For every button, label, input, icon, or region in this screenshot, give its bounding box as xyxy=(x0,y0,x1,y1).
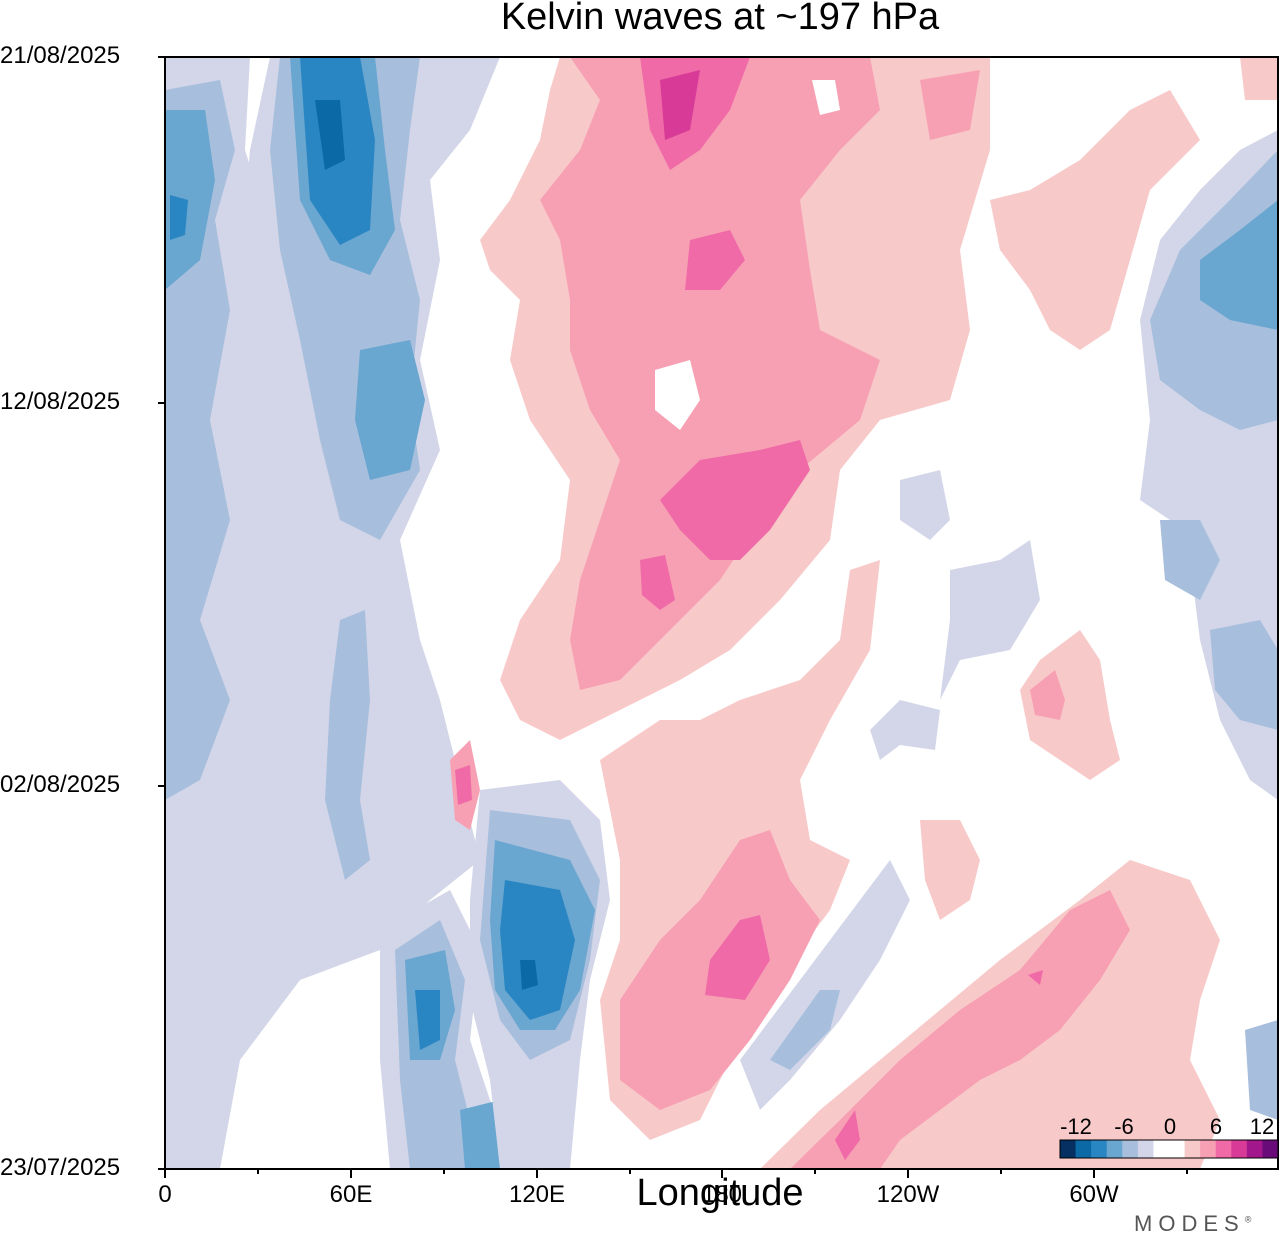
colorbar-swatch xyxy=(1137,1140,1154,1158)
colorbar-swatch xyxy=(1106,1140,1123,1158)
colorbar-swatch xyxy=(1153,1140,1170,1158)
colorbar-swatch xyxy=(1075,1140,1092,1158)
colorbar-swatch xyxy=(1246,1140,1263,1158)
anomaly-field xyxy=(165,57,1278,1169)
colorbar-tick-label: -6 xyxy=(1114,1114,1134,1139)
neg-region-100e-4 xyxy=(415,990,440,1050)
colorbar-swatch xyxy=(1091,1140,1108,1158)
colorbar-swatch xyxy=(1215,1140,1232,1158)
x-tick-label: 180 xyxy=(701,1181,743,1208)
y-tick-label: 21/08/2025 xyxy=(0,42,121,69)
colorbar-swatch xyxy=(1060,1140,1077,1158)
pos-region-main-6 xyxy=(640,555,675,610)
chart-title: Kelvin waves at ~197 hPa xyxy=(500,0,940,38)
pos-region-east-low-2 xyxy=(790,890,1130,1169)
pos-region-east-low-4 xyxy=(1028,970,1043,985)
colorbar-tick-label: 12 xyxy=(1249,1114,1275,1139)
neg-region-west-3 xyxy=(165,110,215,290)
pos-region-west-edge xyxy=(1240,57,1278,100)
y-tick-label: 23/07/2025 xyxy=(0,1154,121,1181)
neg-region-110w xyxy=(940,540,1040,700)
x-axis-label: Longitude xyxy=(636,1172,804,1214)
pos-region-west-edge-2 xyxy=(920,70,980,140)
colorbar xyxy=(1059,1139,1279,1159)
pos-region-main-4 xyxy=(685,230,745,290)
y-tick-label: 12/08/2025 xyxy=(0,388,121,415)
colorbar-tick-label: -12 xyxy=(1060,1114,1092,1139)
x-tick-label: 60W xyxy=(1069,1181,1119,1208)
brand-mark: ® xyxy=(1244,1214,1252,1225)
neg-region-east-edge-5 xyxy=(1210,620,1278,730)
neg-region-west-4 xyxy=(170,195,188,240)
neg-region-east-edge-3 xyxy=(1200,200,1278,330)
pos-region-20w xyxy=(990,90,1200,350)
neg-region-120e-4 xyxy=(500,880,575,1020)
x-tick-label: 0 xyxy=(158,1181,172,1208)
colorbar-swatch xyxy=(1200,1140,1217,1158)
pos-region-mid-3 xyxy=(705,915,770,1000)
y-ticks xyxy=(158,56,165,1170)
x-tick-label: 120W xyxy=(876,1181,940,1208)
y-tick-label: 02/08/2025 xyxy=(0,771,121,798)
colorbar-swatch xyxy=(1184,1140,1201,1158)
neg-region-east-edge-4 xyxy=(1160,520,1220,600)
neg-region-90e-2 xyxy=(325,610,370,880)
neg-region-110w-2 xyxy=(870,700,940,760)
x-tick-label: 120E xyxy=(508,1181,566,1208)
colorbar-frame xyxy=(1059,1139,1279,1159)
colorbar-tick-label: 6 xyxy=(1209,1114,1223,1139)
brand-text: MODES xyxy=(1134,1211,1245,1236)
pos-region-main-7 xyxy=(660,70,700,140)
pos-region-20w-mid-2 xyxy=(1030,670,1065,720)
x-tick-label: 60E xyxy=(329,1181,373,1208)
colorbar-tick-label: 0 xyxy=(1163,1114,1177,1139)
pos-region-main-5 xyxy=(660,440,810,560)
colorbar-swatch xyxy=(1231,1140,1248,1158)
neg-region-60e-5 xyxy=(315,100,345,170)
pos-region-main-2 xyxy=(540,57,880,690)
neg-region-60e-6 xyxy=(355,340,425,480)
x-ticks xyxy=(164,1169,1188,1178)
pos-region-20w-mid xyxy=(1020,630,1120,780)
neg-region-east-edge-6 xyxy=(1245,1020,1278,1120)
modes-logo: MODES® xyxy=(1134,1211,1251,1237)
neg-region-120e-5 xyxy=(520,960,538,990)
colorbar-swatch xyxy=(1169,1140,1186,1158)
neg-region-180-east-2 xyxy=(770,990,840,1070)
pos-region-white-hole xyxy=(655,360,700,430)
colorbar-swatch xyxy=(1262,1140,1279,1158)
pos-region-mid-5 xyxy=(455,765,472,805)
neg-region-120w xyxy=(900,470,950,540)
colorbar-swatch xyxy=(1122,1140,1139,1158)
pos-region-white-hole-2 xyxy=(812,80,840,115)
pos-region-30w-low xyxy=(920,820,980,920)
pos-region-east-low-3 xyxy=(835,1110,860,1160)
